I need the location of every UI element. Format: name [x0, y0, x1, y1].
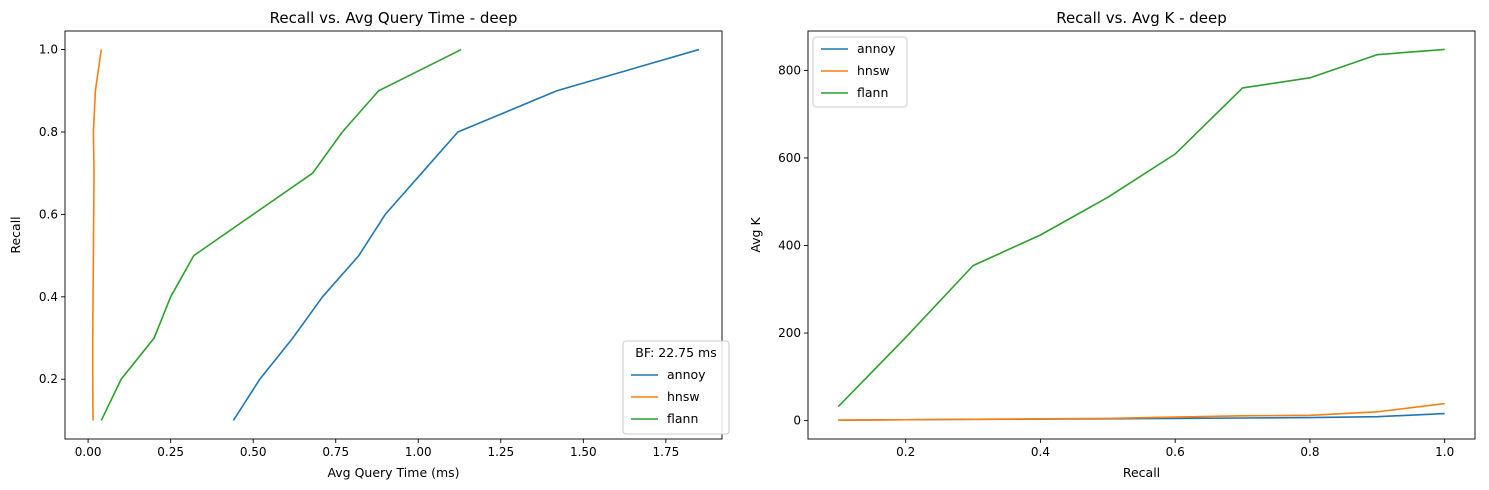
- chart-title: Recall vs. Avg K - deep: [1056, 9, 1227, 27]
- y-tick-label: 1.0: [39, 43, 58, 57]
- legend-label-flann: flann: [857, 85, 888, 100]
- x-tick-label: 0.8: [1300, 445, 1319, 459]
- chart-recall-vs-avg-k: Recall vs. Avg K - deep 0.2 0.4 0.6 0.8 1.0 0 2…: [748, 9, 1476, 480]
- series-line-flann: [100, 48, 462, 421]
- x-tick-label: 0.4: [1031, 445, 1050, 459]
- legend-label-annoy: annoy: [857, 41, 896, 56]
- y-tick-label: 800: [778, 63, 801, 77]
- legend-label-flann: flann: [667, 411, 698, 426]
- legend-label-hnsw: hnsw: [667, 389, 700, 404]
- legend-box: [622, 340, 730, 435]
- series-line-hnsw: [838, 402, 1445, 421]
- legend-label-hnsw: hnsw: [857, 63, 890, 78]
- y-tick-label: 200: [778, 326, 801, 340]
- series-line-flann: [837, 48, 1445, 408]
- x-tick-label: 1.75: [653, 445, 680, 459]
- y-tick-label: 0.8: [39, 125, 58, 139]
- legend-title: BF: 22.75 ms: [635, 345, 716, 360]
- legend-box: [812, 36, 908, 108]
- x-tick-label: 1.0: [1435, 445, 1454, 459]
- y-tick-label: 400: [778, 239, 801, 253]
- chart-title: Recall vs. Avg Query Time - deep: [270, 9, 518, 27]
- legend: annoy hnsw flann: [812, 36, 908, 108]
- axes-frame: [64, 30, 723, 440]
- y-tick-label: 0.6: [39, 207, 58, 221]
- x-tick-label: 0.75: [322, 445, 349, 459]
- x-tick-label: 0.2: [896, 445, 915, 459]
- y-tick-label: 0.4: [39, 290, 58, 304]
- x-tick-label: 1.25: [487, 445, 514, 459]
- y-tick-label: 0.2: [39, 372, 58, 386]
- series-line-hnsw: [91, 49, 103, 421]
- x-tick-label: 1.50: [570, 445, 597, 459]
- chart-recall-vs-query-time: Recall vs. Avg Query Time - deep 0.00 0.25…: [8, 9, 730, 480]
- x-axis-label: Recall: [1123, 465, 1160, 480]
- x-tick-label: 0.25: [157, 445, 184, 459]
- x-axis-label: Avg Query Time (ms): [327, 465, 459, 480]
- y-axis-label: Avg K: [748, 217, 763, 253]
- legend-label-annoy: annoy: [667, 367, 706, 382]
- y-tick-label: 600: [778, 151, 801, 165]
- legend: BF: 22.75 ms annoy hnsw flann: [622, 340, 730, 435]
- x-tick-label: 0.6: [1166, 445, 1185, 459]
- y-axis-label: Recall: [8, 216, 23, 253]
- y-tick-label: 0: [793, 414, 801, 428]
- series-line-annoy: [232, 48, 700, 421]
- x-tick-label: 1.00: [405, 445, 432, 459]
- x-tick-label: 0.50: [240, 445, 267, 459]
- axes-frame: [807, 30, 1476, 440]
- x-tick-label: 0.00: [75, 445, 102, 459]
